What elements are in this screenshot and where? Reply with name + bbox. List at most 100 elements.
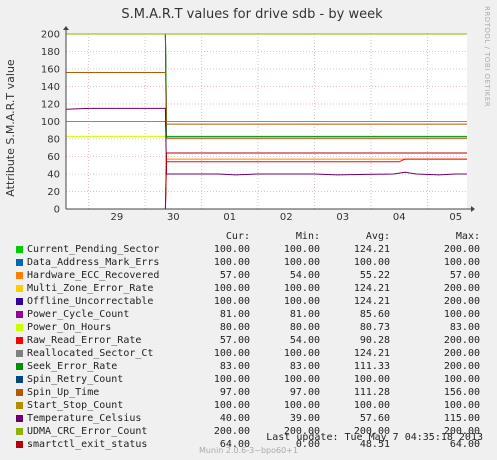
chart-title: S.M.A.R.T values for drive sdb - by week bbox=[121, 7, 383, 22]
legend-avg-value: 85.60 bbox=[359, 309, 390, 320]
legend-min-value: 100.00 bbox=[283, 400, 320, 411]
legend-swatch bbox=[16, 246, 23, 253]
y-tick-label: 0 bbox=[54, 205, 60, 216]
legend-avg-value: 100.00 bbox=[353, 374, 390, 385]
legend-avg-value: 124.21 bbox=[353, 296, 390, 307]
legend-min-value: 100.00 bbox=[283, 244, 320, 255]
legend-max-value: 64.00 bbox=[449, 439, 480, 450]
legend-cur-value: 100.00 bbox=[213, 257, 250, 268]
header-max: Max: bbox=[455, 231, 480, 242]
y-axis-label: Attribute S.M.A.R.T value bbox=[4, 59, 17, 197]
legend-swatch bbox=[16, 272, 23, 279]
legend-swatch bbox=[16, 298, 23, 305]
legend-swatch bbox=[16, 389, 23, 396]
y-tick-label: 100 bbox=[41, 117, 60, 128]
x-tick-label: 01 bbox=[223, 212, 236, 223]
legend-row: Reallocated_Sector_Ct 100.00 100.00 124.21 2… bbox=[14, 347, 490, 360]
header-cur: Cur: bbox=[225, 231, 250, 242]
x-tick-label: 05 bbox=[449, 212, 462, 223]
legend-swatch bbox=[16, 337, 23, 344]
legend-series-name: Power_On_Hours bbox=[27, 322, 112, 333]
legend-series-name: smartctl_exit_status bbox=[27, 439, 148, 450]
legend-swatch bbox=[16, 441, 23, 448]
legend-series-name: Raw_Read_Error_Rate bbox=[27, 335, 142, 346]
legend-row: Temperature_Celsius 40.00 39.00 57.60 115.00 bbox=[14, 412, 490, 425]
legend-max-value: 156.00 bbox=[443, 387, 480, 398]
rrdtool-credit: RRDTOOL / TOBI OETIKER bbox=[483, 6, 491, 107]
legend-row: Start_Stop_Count 100.00 100.00 100.00 100.00 bbox=[14, 399, 490, 412]
legend-avg-value: 80.73 bbox=[359, 322, 390, 333]
legend-series-name: Seek_Error_Rate bbox=[27, 361, 118, 372]
series-line bbox=[66, 72, 467, 125]
legend-row: Hardware_ECC_Recovered 57.00 54.00 55.22 57.… bbox=[14, 269, 490, 282]
legend-cur-value: 100.00 bbox=[213, 374, 250, 385]
x-tick-label: 02 bbox=[280, 212, 293, 223]
legend-swatch bbox=[16, 285, 23, 292]
legend-cur-value: 100.00 bbox=[213, 244, 250, 255]
legend-avg-value: 111.33 bbox=[353, 361, 390, 372]
legend-max-value: 83.00 bbox=[449, 322, 480, 333]
header-avg: Avg: bbox=[365, 231, 390, 242]
legend-min-value: 80.00 bbox=[289, 322, 320, 333]
legend-row: Multi_Zone_Error_Rate 100.00 100.00 124.21 2… bbox=[14, 282, 490, 295]
legend-swatch bbox=[16, 415, 23, 422]
legend-min-value: 0.00 bbox=[295, 439, 320, 450]
legend-min-value: 100.00 bbox=[283, 348, 320, 359]
legend-row: Power_On_Hours 80.00 80.00 80.73 83.00 bbox=[14, 321, 490, 334]
legend-max-value: 100.00 bbox=[443, 400, 480, 411]
legend: Cur: Min: Avg: Max: Current_Pending_Sect… bbox=[14, 230, 490, 451]
y-tick-label: 80 bbox=[47, 135, 60, 146]
legend-max-value: 100.00 bbox=[443, 257, 480, 268]
legend-row: Spin_Up_Time 97.00 97.00 111.28 156.00 bbox=[14, 386, 490, 399]
legend-avg-value: 124.21 bbox=[353, 283, 390, 294]
legend-min-value: 81.00 bbox=[289, 309, 320, 320]
legend-cur-value: 57.00 bbox=[219, 335, 250, 346]
legend-cur-value: 81.00 bbox=[219, 309, 250, 320]
legend-series-name: Hardware_ECC_Recovered bbox=[27, 270, 160, 281]
y-tick-label: 200 bbox=[41, 30, 60, 41]
legend-cur-value: 100.00 bbox=[213, 296, 250, 307]
legend-avg-value: 55.22 bbox=[359, 270, 390, 281]
legend-max-value: 200.00 bbox=[443, 335, 480, 346]
legend-cur-value: 100.00 bbox=[213, 348, 250, 359]
header-min: Min: bbox=[295, 231, 320, 242]
legend-row: Spin_Retry_Count 100.00 100.00 100.00 100.00 bbox=[14, 373, 490, 386]
legend-row: Offline_Uncorrectable 100.00 100.00 124.21 2… bbox=[14, 295, 490, 308]
legend-swatch bbox=[16, 311, 23, 318]
legend-row: Seek_Error_Rate 83.00 83.00 111.33 200.00 bbox=[14, 360, 490, 373]
legend-avg-value: 100.00 bbox=[353, 400, 390, 411]
legend-max-value: 200.00 bbox=[443, 244, 480, 255]
legend-max-value: 200.00 bbox=[443, 283, 480, 294]
legend-cur-value: 83.00 bbox=[219, 361, 250, 372]
legend-min-value: 100.00 bbox=[283, 283, 320, 294]
legend-series-name: Start_Stop_Count bbox=[27, 400, 124, 411]
legend-cur-value: 57.00 bbox=[219, 270, 250, 281]
legend-series-name: Temperature_Celsius bbox=[27, 413, 142, 424]
legend-max-value: 200.00 bbox=[443, 348, 480, 359]
y-tick-label: 20 bbox=[47, 187, 60, 198]
legend-min-value: 97.00 bbox=[289, 387, 320, 398]
legend-swatch bbox=[16, 376, 23, 383]
y-tick-label: 60 bbox=[47, 152, 60, 163]
legend-cur-value: 100.00 bbox=[213, 400, 250, 411]
legend-row: Current_Pending_Sector 100.00 100.00 124.21… bbox=[14, 243, 490, 256]
legend-avg-value: 90.28 bbox=[359, 335, 390, 346]
legend-max-value: 100.00 bbox=[443, 309, 480, 320]
x-tick-label: 30 bbox=[167, 212, 180, 223]
legend-series-name: Spin_Retry_Count bbox=[27, 374, 124, 385]
legend-max-value: 200.00 bbox=[443, 296, 480, 307]
legend-min-value: 200.00 bbox=[283, 426, 320, 437]
legend-cur-value: 80.00 bbox=[219, 322, 250, 333]
legend-series-name: Current_Pending_Sector bbox=[27, 244, 160, 255]
legend-min-value: 100.00 bbox=[283, 296, 320, 307]
legend-avg-value: 57.60 bbox=[359, 413, 390, 424]
legend-avg-value: 111.28 bbox=[353, 387, 390, 398]
legend-swatch bbox=[16, 363, 23, 370]
legend-row: UDMA_CRC_Error_Count 200.00 200.00 200.00 20… bbox=[14, 425, 490, 438]
legend-cur-value: 40.00 bbox=[219, 413, 250, 424]
legend-row: Raw_Read_Error_Rate 57.00 54.00 90.28 200.00 bbox=[14, 334, 490, 347]
legend-series-name: Offline_Uncorrectable bbox=[27, 296, 154, 307]
legend-swatch bbox=[16, 428, 23, 435]
legend-row: Power_Cycle_Count 81.00 81.00 85.60 100.00 bbox=[14, 308, 490, 321]
x-tick-label: 04 bbox=[393, 212, 406, 223]
